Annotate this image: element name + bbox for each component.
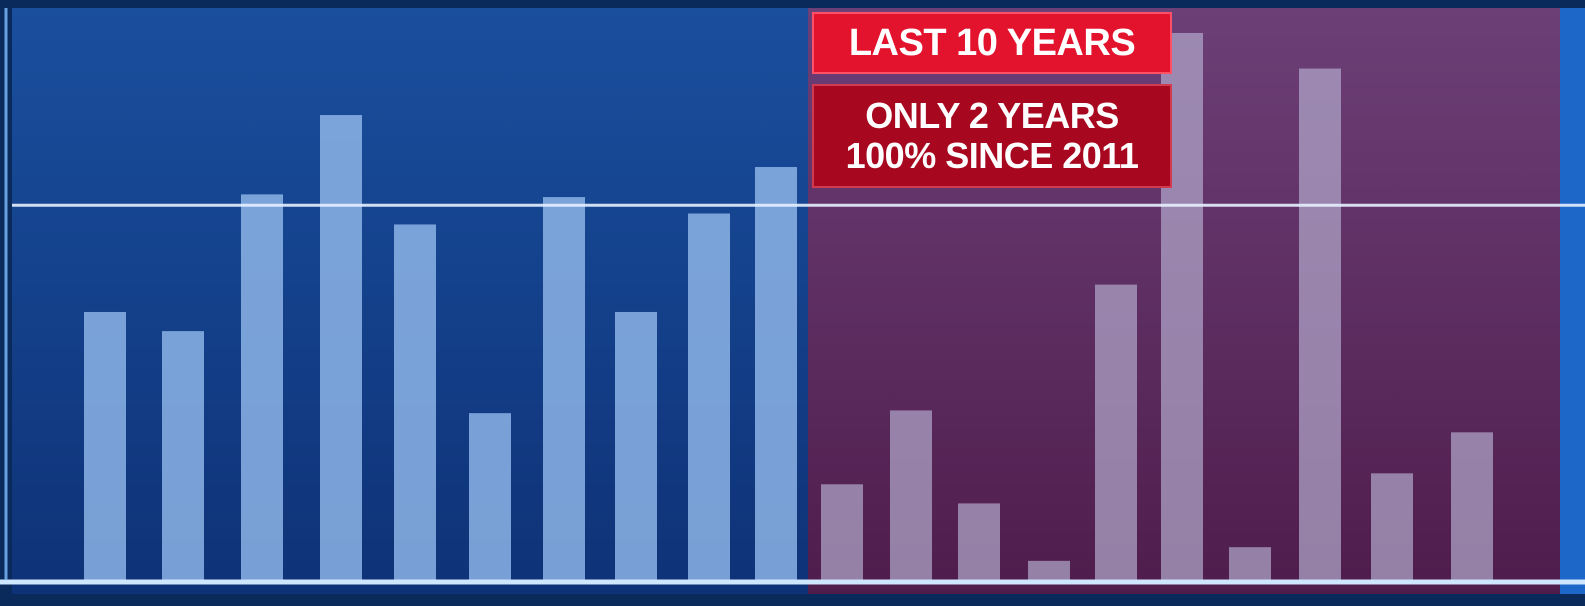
bar-left-9 (688, 213, 730, 580)
bar-right-9 (1371, 473, 1413, 580)
bar-right-7 (1229, 547, 1271, 580)
chart-bars (84, 33, 1493, 581)
only-2-years-label: ONLY 2 YEARS 100% SINCE 2011 (812, 84, 1172, 188)
bar-right-4 (1028, 560, 1070, 580)
bar-left-1 (84, 311, 126, 580)
bar-left-8 (615, 311, 657, 580)
bar-right-5 (1095, 284, 1137, 580)
bar-left-10 (755, 167, 797, 580)
bar-right-2 (890, 410, 932, 580)
right-edge-strip (1560, 8, 1585, 594)
chart-lines (0, 8, 1585, 585)
bar-left-5 (394, 224, 436, 580)
bar-right-8 (1299, 68, 1341, 581)
bar-left-4 (320, 115, 362, 581)
bar-left-3 (241, 194, 283, 581)
bar-right-3 (958, 503, 1000, 580)
bar-right-10 (1451, 432, 1493, 580)
only-2-years-line2: 100% SINCE 2011 (845, 135, 1139, 176)
bar-left-2 (162, 331, 204, 580)
last-10-years-label: LAST 10 YEARS (812, 12, 1172, 74)
bar-left-7 (543, 197, 585, 580)
bar-left-6 (469, 413, 511, 580)
only-2-years-line1: ONLY 2 YEARS (865, 95, 1119, 136)
bar-right-1 (821, 484, 863, 580)
